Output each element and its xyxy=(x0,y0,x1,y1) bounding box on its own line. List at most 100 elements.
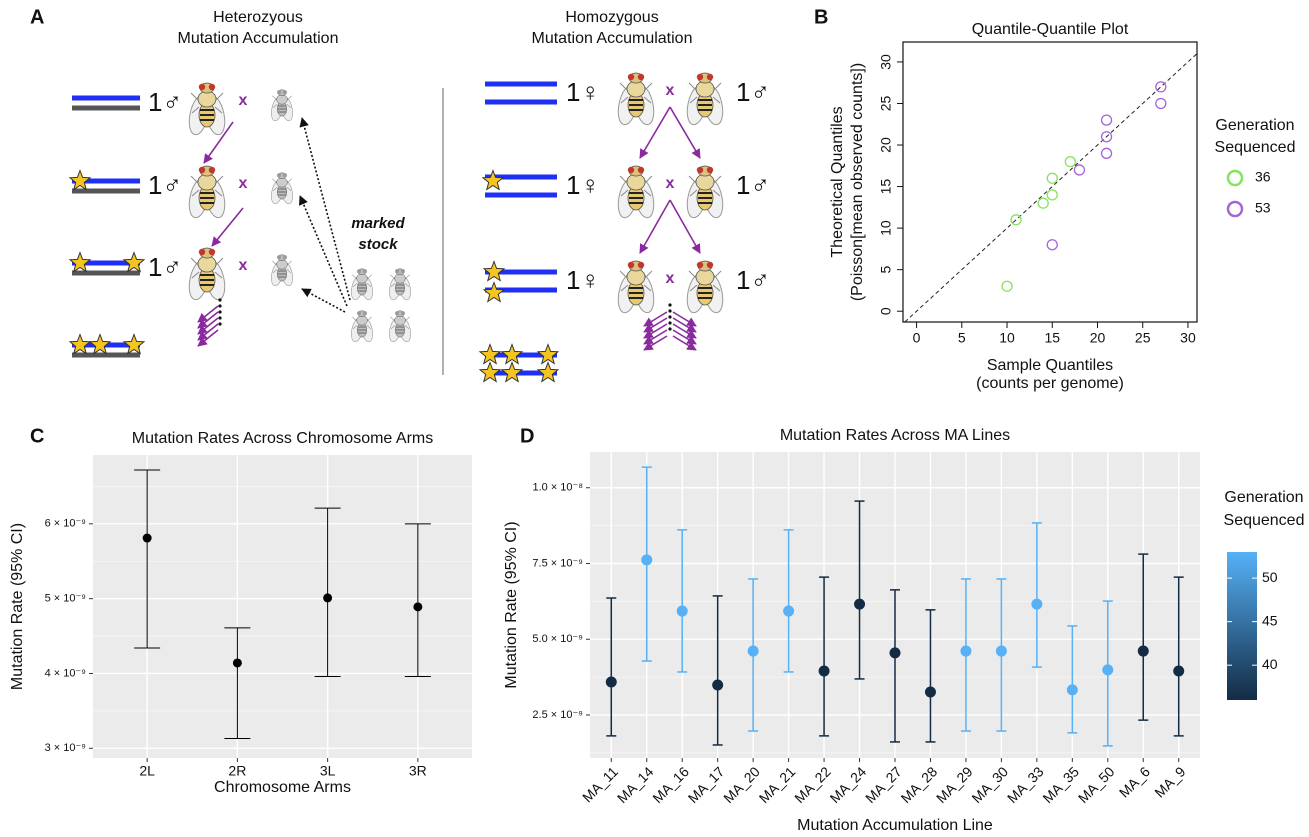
x-tick-label: MA_28 xyxy=(898,763,941,806)
fly-thorax xyxy=(276,94,288,105)
fly-eye xyxy=(277,173,281,178)
y-axis-label: Theoretical Quantiles xyxy=(829,106,846,257)
arrow xyxy=(639,199,671,254)
point xyxy=(1046,189,1058,201)
fly-leg xyxy=(286,103,292,109)
panel-label: B xyxy=(814,6,828,28)
arrow xyxy=(672,317,697,333)
fly-eye xyxy=(637,166,645,174)
x-tick-label: MA_6 xyxy=(1116,763,1153,800)
colorbar-title: Sequenced xyxy=(1224,512,1305,529)
fly xyxy=(389,310,411,343)
arrow xyxy=(672,323,697,339)
arrow xyxy=(203,121,234,164)
y-tick-label: 4 × 10⁻⁹ xyxy=(45,667,86,679)
fly-leg xyxy=(390,324,396,330)
fly-eye xyxy=(395,269,399,274)
fly-eye xyxy=(637,73,645,81)
fly xyxy=(188,82,226,136)
fly-eye xyxy=(627,261,635,269)
y-tick-label: 30 xyxy=(878,54,894,70)
fly xyxy=(271,89,293,122)
point xyxy=(142,533,152,543)
point xyxy=(413,602,423,612)
male-count: 1♂ xyxy=(736,265,770,295)
mutation-star xyxy=(536,361,560,383)
dot xyxy=(218,304,222,308)
y-tick-label: 15 xyxy=(878,179,894,195)
point xyxy=(1031,598,1043,610)
chromosome xyxy=(72,178,140,184)
x-tick-label: 10 xyxy=(999,330,1015,346)
fly-eye xyxy=(283,255,287,260)
fly-leg xyxy=(366,274,372,280)
fly-leg xyxy=(352,274,358,280)
fly-leg xyxy=(643,270,653,280)
point xyxy=(1037,197,1049,209)
y-axis-label: Mutation Rate (95% CI) xyxy=(9,523,26,690)
fly-eye xyxy=(706,261,714,269)
fly-leg xyxy=(286,268,292,274)
x-tick-label: 20 xyxy=(1090,330,1106,346)
fly xyxy=(686,260,724,314)
male-count: 1♂ xyxy=(148,87,182,117)
point xyxy=(1155,81,1167,93)
panel-label: D xyxy=(520,425,534,447)
fly-eye xyxy=(401,269,405,274)
fly-eye xyxy=(696,261,704,269)
fly-leg xyxy=(712,189,721,197)
colorbar-tick-label: 40 xyxy=(1262,656,1278,672)
fly-leg xyxy=(390,316,396,322)
fly-eye xyxy=(198,248,206,256)
point xyxy=(783,605,795,617)
arrow xyxy=(643,323,668,339)
x-tick-label: 30 xyxy=(1180,330,1196,346)
fly-leg xyxy=(620,96,629,104)
y-tick-label: 10 xyxy=(878,220,894,236)
dot xyxy=(218,316,222,320)
fly-leg xyxy=(404,316,410,322)
x-tick-label: MA_27 xyxy=(862,763,905,806)
fly-leg xyxy=(190,92,200,102)
cross: x xyxy=(666,175,675,192)
diagram-title: Mutation Accumulation xyxy=(178,30,339,47)
fly-leg xyxy=(272,95,278,101)
fly-leg xyxy=(688,82,698,92)
fly-leg xyxy=(689,284,698,292)
chromosome xyxy=(72,260,140,266)
fly-leg xyxy=(272,103,278,109)
fly-leg xyxy=(366,282,372,288)
arrow xyxy=(672,311,697,327)
fly-leg xyxy=(191,106,200,114)
fly-leg xyxy=(712,270,722,280)
arrow xyxy=(643,329,668,345)
fly-eye xyxy=(208,83,216,91)
x-tick-label: MA_21 xyxy=(756,763,799,806)
legend-label: 53 xyxy=(1255,200,1271,216)
colorbar-title: Generation xyxy=(1224,489,1303,506)
fly-thorax xyxy=(356,315,368,326)
fly-leg xyxy=(190,257,200,267)
point xyxy=(1064,155,1077,168)
x-tick-label: MA_35 xyxy=(1039,763,1082,806)
fly-thorax xyxy=(276,259,288,270)
fly-leg xyxy=(214,92,224,102)
mutation-star xyxy=(478,361,502,383)
fly-eye xyxy=(395,311,399,316)
x-tick-label: MA_30 xyxy=(968,763,1011,806)
cross: x xyxy=(239,175,248,192)
point xyxy=(323,593,333,603)
fly-leg xyxy=(286,95,292,101)
fly-eye xyxy=(706,73,714,81)
fly-eye xyxy=(283,90,287,95)
point xyxy=(818,665,830,677)
legend-label: 36 xyxy=(1255,169,1271,185)
fly-leg xyxy=(191,271,200,279)
chromosome xyxy=(72,105,140,111)
chart-title: Mutation Rates Across Chromosome Arms xyxy=(132,430,433,447)
cross: x xyxy=(239,257,248,274)
fly-leg xyxy=(286,186,292,192)
stock-label: stock xyxy=(358,236,398,253)
fly-thorax xyxy=(356,273,368,284)
